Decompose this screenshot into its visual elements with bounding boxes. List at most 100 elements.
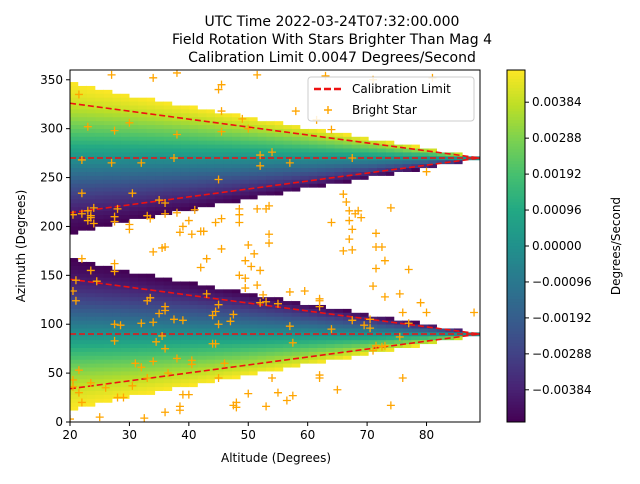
heatmap-cell (70, 363, 79, 368)
y-tick-label: 0 (55, 415, 63, 429)
colorbar-segment (507, 125, 525, 129)
heatmap-cell (394, 230, 404, 235)
heatmap-cell (300, 230, 310, 235)
heatmap-cell (206, 112, 216, 118)
heatmap-cell (428, 151, 438, 157)
heatmap-cell (120, 159, 131, 165)
heatmap-cell (394, 159, 404, 165)
heatmap-cell (385, 304, 395, 309)
heatmap-cell (334, 316, 344, 321)
heatmap-cell (436, 355, 447, 360)
calibration-limit-line (70, 102, 480, 159)
heatmap-cell (300, 97, 310, 102)
heatmap-cell (231, 93, 242, 98)
heatmap-cell (419, 132, 430, 137)
colorbar-segment (507, 101, 525, 106)
heatmap-cell (411, 70, 421, 75)
heatmap-cell (274, 163, 284, 169)
heatmap-cell (343, 132, 353, 137)
heatmap-cell (317, 276, 327, 282)
heatmap-cell (300, 183, 310, 188)
heatmap-cell (419, 183, 430, 188)
heatmap-cell (351, 359, 361, 364)
heatmap-cell (223, 374, 233, 380)
heatmap-cell (180, 77, 190, 83)
heatmap-cell (86, 226, 96, 231)
heatmap-cell (445, 198, 455, 204)
heatmap-cell (445, 187, 455, 192)
heatmap-cell (343, 179, 353, 184)
legend-label-star: Bright Star (352, 103, 417, 117)
heatmap-cell (86, 261, 96, 266)
heatmap-cell (308, 378, 319, 384)
heatmap-cell (163, 245, 173, 251)
heatmap-cell (325, 144, 336, 149)
heatmap-cell (462, 140, 472, 145)
heatmap-cell (172, 171, 182, 176)
heatmap-cell (308, 249, 319, 255)
heatmap-cell (112, 390, 122, 395)
bright-star-point (416, 298, 425, 307)
heatmap-cell (206, 245, 216, 251)
heatmap-cell (231, 288, 242, 294)
heatmap-cell (308, 382, 319, 388)
colorbar-segment (507, 110, 525, 115)
heatmap-cell (317, 151, 327, 157)
heatmap-cell (419, 214, 430, 219)
heatmap-cell (308, 284, 319, 290)
heatmap-cell (155, 120, 165, 126)
bright-star-point (71, 296, 80, 305)
heatmap-cell (377, 257, 387, 262)
heatmap-cell (214, 320, 225, 325)
heatmap-cell (325, 257, 336, 262)
heatmap-cell (334, 265, 344, 270)
heatmap-cell (436, 70, 447, 75)
heatmap-cell (419, 320, 430, 325)
heatmap-cell (95, 163, 105, 169)
heatmap-cell (70, 85, 79, 90)
heatmap-cell (445, 292, 455, 298)
heatmap-cell (394, 233, 404, 239)
heatmap-cell (180, 100, 190, 106)
heatmap-cell (436, 73, 447, 79)
heatmap-cell (308, 347, 319, 352)
heatmap-cell (351, 140, 361, 145)
heatmap-cell (351, 218, 361, 223)
heatmap-cell (78, 136, 88, 141)
heatmap-cell (351, 343, 361, 348)
heatmap-cell (291, 140, 301, 145)
colorbar-segment (507, 301, 525, 305)
heatmap-cell (291, 175, 301, 180)
heatmap-cell (274, 292, 284, 298)
heatmap-cell (317, 206, 327, 212)
heatmap-cell (308, 167, 319, 172)
heatmap-cell (231, 363, 242, 368)
heatmap-cell (197, 175, 207, 180)
heatmap-cell (300, 187, 310, 192)
colorbar-segment (507, 72, 525, 77)
heatmap-cell (300, 144, 310, 149)
heatmap-cell (78, 132, 88, 137)
heatmap-cell (197, 190, 207, 196)
heatmap-cell (343, 308, 353, 313)
heatmap-cell (180, 370, 190, 376)
heatmap-cell (308, 343, 319, 348)
heatmap-cell (325, 355, 336, 360)
heatmap-cell (163, 378, 173, 384)
heatmap-cell (197, 73, 207, 79)
heatmap-cell (471, 296, 480, 302)
bright-star-point (282, 396, 291, 405)
heatmap-cell (206, 104, 216, 110)
heatmap-cell (317, 417, 327, 422)
heatmap-cell (266, 327, 276, 333)
colorbar-segment (507, 134, 525, 138)
heatmap-cell (129, 320, 139, 325)
colorbar-segment (507, 198, 525, 203)
heatmap-cell (334, 144, 344, 149)
heatmap-cell (180, 413, 190, 419)
heatmap-cell (214, 406, 225, 411)
heatmap-cell (462, 292, 472, 298)
heatmap-cell (360, 261, 370, 266)
heatmap-cell (257, 402, 267, 407)
heatmap-cell (70, 316, 79, 321)
